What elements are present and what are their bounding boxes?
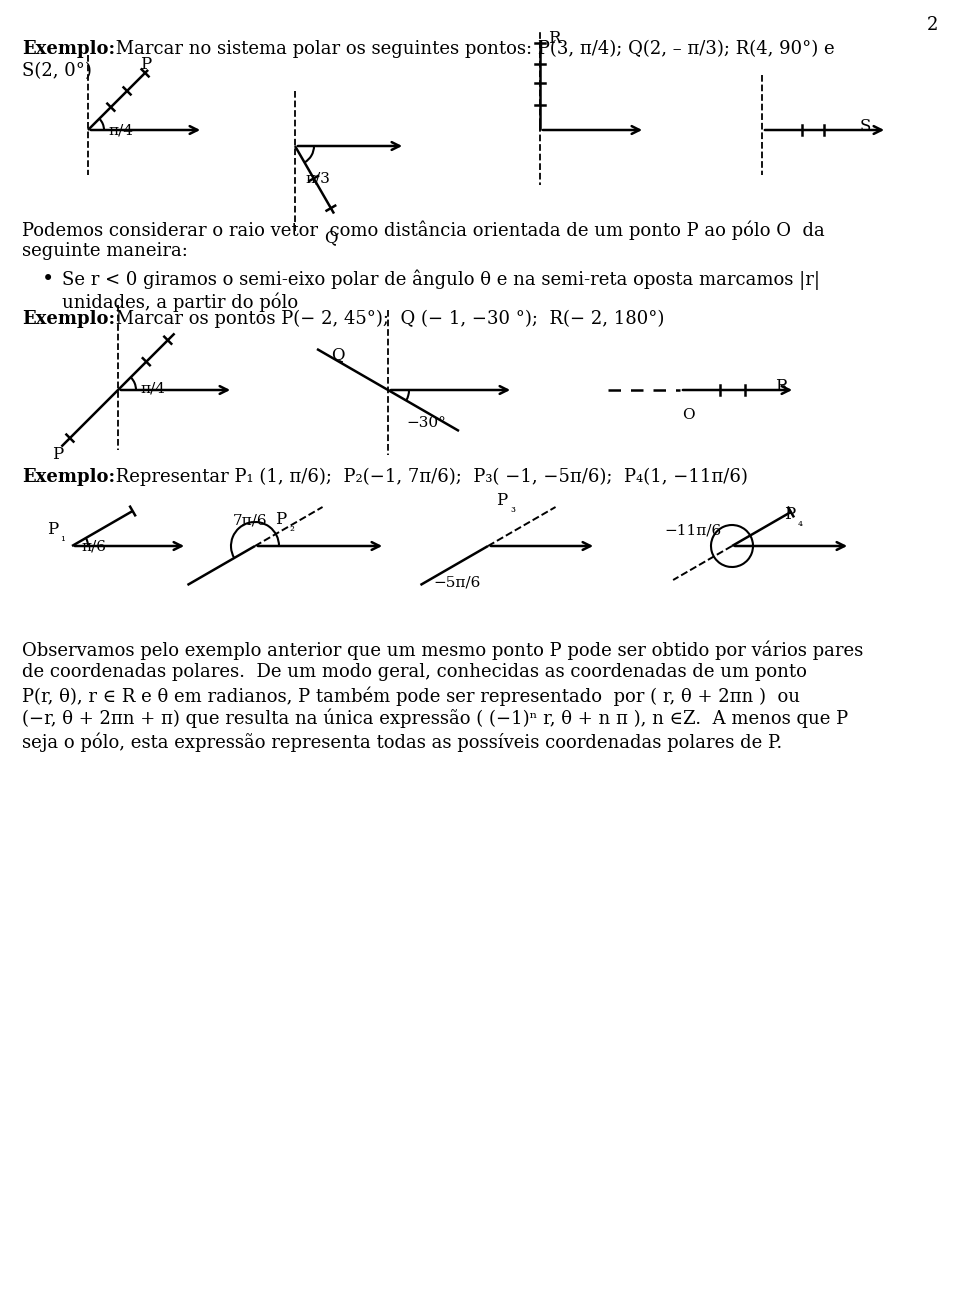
Text: unidades, a partir do pólo: unidades, a partir do pólo bbox=[62, 292, 299, 311]
Text: seja o pólo, esta expressão representa todas as possíveis coordenadas polares de: seja o pólo, esta expressão representa t… bbox=[22, 732, 782, 752]
Text: P: P bbox=[47, 521, 59, 538]
Text: π/6: π/6 bbox=[81, 539, 106, 553]
Text: Observamos pelo exemplo anterior que um mesmo ponto P pode ser obtido por vários: Observamos pelo exemplo anterior que um … bbox=[22, 640, 863, 659]
Text: O: O bbox=[682, 408, 695, 422]
Text: ₃: ₃ bbox=[510, 502, 515, 515]
Text: P: P bbox=[784, 506, 795, 523]
Text: Marcar os pontos P(− 2, 45°);  Q (− 1, −30 °);  R(− 2, 180°): Marcar os pontos P(− 2, 45°); Q (− 1, −3… bbox=[110, 310, 664, 328]
Text: Q: Q bbox=[331, 347, 345, 364]
Text: 7π/6: 7π/6 bbox=[233, 514, 268, 528]
Text: de coordenadas polares.  De um modo geral, conhecidas as coordenadas de um ponto: de coordenadas polares. De um modo geral… bbox=[22, 663, 806, 681]
Text: P(r, θ), r ∈ R e θ em radianos, P também pode ser representado  por ( r, θ + 2πn: P(r, θ), r ∈ R e θ em radianos, P também… bbox=[22, 685, 800, 705]
Text: S(2, 0°): S(2, 0°) bbox=[22, 61, 92, 80]
Text: Marcar no sistema polar os seguintes pontos: P(3, π/4); Q(2, – π/3); R(4, 90°) e: Marcar no sistema polar os seguintes pon… bbox=[110, 41, 834, 59]
Text: −5π/6: −5π/6 bbox=[433, 576, 480, 590]
Text: ₂: ₂ bbox=[289, 521, 294, 534]
Text: Exemplo:: Exemplo: bbox=[22, 41, 115, 58]
Text: 2: 2 bbox=[926, 16, 938, 34]
Text: P: P bbox=[140, 56, 152, 73]
Text: π/4: π/4 bbox=[108, 123, 133, 137]
Text: •: • bbox=[42, 269, 55, 289]
Text: R: R bbox=[548, 30, 561, 47]
Text: Exemplo:: Exemplo: bbox=[22, 468, 115, 487]
Text: P: P bbox=[52, 446, 63, 463]
Text: −30°: −30° bbox=[406, 416, 445, 430]
Text: Podemos considerar o raio vetor  como distância orientada de um ponto P ao pólo : Podemos considerar o raio vetor como dis… bbox=[22, 220, 825, 239]
Text: (−r, θ + 2πn + π) que resulta na única expressão ( (−1)ⁿ r, θ + n π ), n ∈Z.  A : (−r, θ + 2πn + π) que resulta na única e… bbox=[22, 709, 848, 729]
Text: seguinte maneira:: seguinte maneira: bbox=[22, 242, 188, 260]
Text: π/3: π/3 bbox=[305, 171, 330, 186]
Text: Representar P₁ (1, π/6);  P₂(−1, 7π/6);  P₃( −1, −5π/6);  P₄(1, −11π/6): Representar P₁ (1, π/6); P₂(−1, 7π/6); P… bbox=[110, 468, 748, 487]
Text: π/4: π/4 bbox=[140, 381, 165, 395]
Text: Q: Q bbox=[324, 229, 338, 246]
Text: ₄: ₄ bbox=[798, 515, 803, 528]
Text: S: S bbox=[860, 118, 872, 135]
Text: −11π/6: −11π/6 bbox=[664, 525, 721, 538]
Text: Se r < 0 giramos o semi-eixo polar de ângulo θ e na semi-reta oposta marcamos |r: Se r < 0 giramos o semi-eixo polar de ân… bbox=[62, 269, 820, 290]
Text: ₁: ₁ bbox=[60, 531, 65, 544]
Text: P: P bbox=[275, 511, 286, 528]
Text: Exemplo:: Exemplo: bbox=[22, 310, 115, 328]
Text: P: P bbox=[496, 492, 507, 509]
Text: R: R bbox=[775, 378, 787, 395]
